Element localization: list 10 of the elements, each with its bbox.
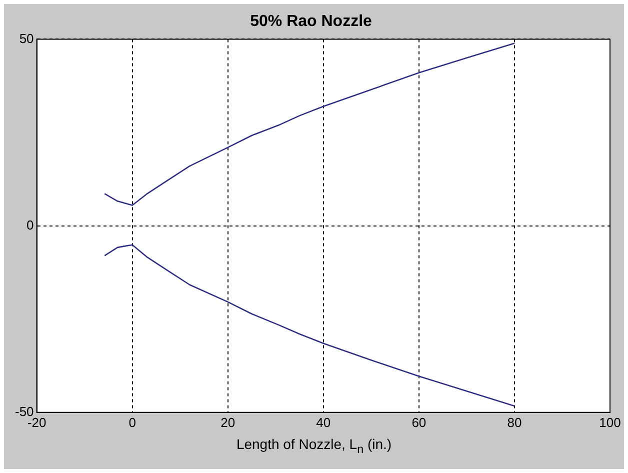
y-tick-label: 50 [19,30,34,46]
x-axis-title: Length of Nozzle, L$_{n}$ (in.) [235,436,393,456]
x-tick-label: 20 [220,414,236,430]
y-tick-label: 0 [26,217,34,232]
x-tick-label: 80 [507,414,522,430]
x-tick-label: 100 [599,414,621,430]
x-tick-label: 40 [316,414,331,430]
x-tick-label: 0 [128,414,136,430]
x-tick-label: 60 [412,414,426,430]
chart-title: 50% Rao Nozzle [250,13,372,30]
